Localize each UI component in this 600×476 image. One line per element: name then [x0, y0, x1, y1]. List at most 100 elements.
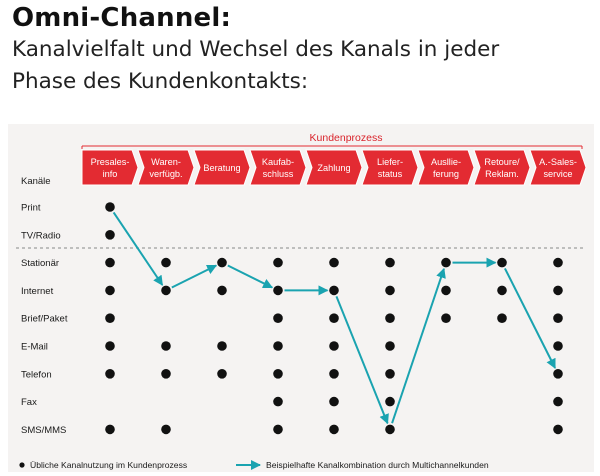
usage-dot — [161, 369, 171, 379]
usage-dot — [105, 230, 115, 240]
channel-label: Internet — [21, 286, 54, 297]
legend-arrow-label: Beispielhafte Kanalkombination durch Mul… — [266, 460, 489, 470]
path-arrow — [112, 211, 164, 286]
usage-dot — [161, 424, 171, 435]
usage-dot — [497, 313, 507, 323]
phase-chevron — [81, 149, 139, 186]
phase-chevron — [249, 149, 307, 186]
phase-label: A.-Sales- — [539, 157, 577, 167]
phase-label: Waren- — [151, 157, 181, 167]
phase-label: Liefer- — [377, 157, 403, 167]
phase-label: Presales- — [91, 157, 130, 167]
usage-dot — [217, 341, 227, 351]
phase-label: Beratung — [203, 163, 240, 173]
usage-dot — [105, 341, 115, 351]
usage-dot — [329, 396, 339, 407]
path-arrow — [504, 267, 556, 369]
usage-dot — [273, 396, 283, 407]
phase-chevron — [529, 149, 587, 186]
channel-label: Telefon — [21, 369, 52, 380]
usage-dot — [217, 257, 227, 268]
channel-label: SMS/MMS — [21, 425, 66, 436]
phase-label: Reklam. — [485, 169, 519, 179]
usage-dot — [497, 257, 507, 268]
channel-process-diagram: Kundenprozess Kanäle Presales-info Waren-… — [16, 132, 587, 470]
usage-dot — [273, 313, 283, 323]
usage-dot — [105, 285, 115, 296]
usage-dot — [329, 257, 339, 268]
phase-label: Ausllie- — [431, 157, 461, 167]
phase-chevron — [193, 149, 251, 186]
usage-dots — [105, 202, 563, 435]
heading: Omni-Channel: Kanalvielfalt und Wechsel … — [12, 2, 598, 98]
usage-dot — [105, 257, 115, 268]
channel-label: E-Mail — [21, 342, 48, 353]
usage-dot — [105, 369, 115, 379]
usage-dot — [329, 285, 339, 296]
phase-chevron — [473, 149, 531, 186]
path-arrow — [391, 267, 446, 424]
usage-dot — [441, 285, 451, 296]
phase-label: info — [103, 169, 118, 179]
usage-dot — [385, 257, 395, 268]
legend-dot-label: Übliche Kanalnutzung im Kundenprozess — [30, 460, 187, 470]
usage-dot — [329, 369, 339, 379]
usage-dot — [385, 396, 395, 407]
channel-labels: Print TV/Radio Stationär Internet Brief/Pake… — [21, 203, 68, 436]
usage-dot — [553, 369, 563, 379]
channel-label: TV/Radio — [21, 230, 61, 241]
usage-dot — [329, 313, 339, 323]
usage-dot — [105, 424, 115, 435]
usage-dot — [161, 257, 171, 268]
usage-dot — [497, 285, 507, 296]
process-label: Kundenprozess — [310, 132, 383, 144]
subtitle-line: Kanalvielfalt und Wechsel des Kanals in … — [12, 37, 500, 62]
phase-label: Zahlung — [317, 163, 350, 173]
channels-header: Kanäle — [21, 176, 51, 187]
usage-dot — [105, 202, 115, 212]
subtitle-line: Phase des Kundenkontakts: — [12, 69, 309, 94]
usage-dot — [273, 285, 283, 296]
usage-dot — [553, 341, 563, 351]
usage-dot — [553, 424, 563, 435]
usage-dot — [161, 341, 171, 351]
channel-label: Stationär — [21, 258, 59, 269]
usage-dot — [553, 396, 563, 407]
phase-label: ferung — [433, 169, 459, 179]
usage-dot — [217, 369, 227, 379]
usage-dot — [441, 313, 451, 323]
channel-label: Print — [21, 203, 41, 214]
page-title: Omni-Channel: — [12, 3, 232, 33]
usage-dot — [553, 257, 563, 268]
usage-dot — [385, 341, 395, 351]
phase-label: Kaufab- — [262, 157, 294, 167]
path-arrow — [335, 296, 389, 425]
usage-dot — [273, 341, 283, 351]
phase-label: service — [543, 169, 572, 179]
channel-label: Fax — [21, 397, 37, 408]
usage-dot — [329, 341, 339, 351]
usage-dot — [441, 257, 451, 268]
usage-dot — [273, 257, 283, 268]
channel-label: Brief/Paket — [21, 314, 68, 325]
usage-dot — [273, 369, 283, 379]
legend: Übliche Kanalnutzung im Kundenprozess Be… — [19, 460, 489, 470]
diagram-panel: Kundenprozess Kanäle Presales-info Waren-… — [8, 124, 594, 472]
usage-dot — [385, 424, 395, 435]
usage-dot — [385, 369, 395, 379]
usage-dot — [553, 285, 563, 296]
phase-label: Retoure/ — [484, 157, 520, 167]
path-arrow — [227, 264, 274, 289]
usage-dot — [329, 424, 339, 435]
legend-dot-icon — [19, 462, 25, 468]
phase-label: schluss — [263, 169, 294, 179]
phase-band: Presales-info Waren-verfügb. Beratung Kaufa… — [81, 149, 587, 186]
phase-chevron — [417, 149, 475, 186]
usage-dot — [273, 424, 283, 435]
usage-dot — [385, 313, 395, 323]
phase-chevron — [137, 149, 195, 186]
example-path — [112, 211, 556, 425]
phase-chevron — [305, 149, 363, 186]
phase-label: status — [378, 169, 403, 179]
usage-dot — [385, 285, 395, 296]
